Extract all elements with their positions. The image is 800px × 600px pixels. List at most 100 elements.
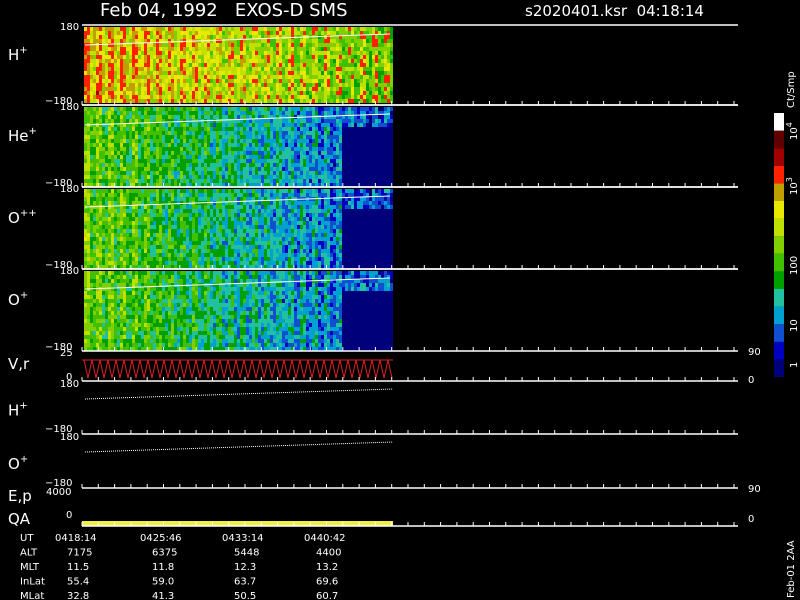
pixel <box>351 111 354 115</box>
pixel <box>210 95 213 99</box>
pixel <box>177 179 180 183</box>
pixel <box>99 233 102 237</box>
pixel <box>150 59 153 63</box>
pixel <box>258 55 261 59</box>
pixel <box>114 221 117 225</box>
pixel <box>201 193 204 197</box>
pixel <box>84 95 87 99</box>
pixel <box>156 119 159 123</box>
pixel <box>183 197 186 201</box>
pixel <box>249 119 252 123</box>
pixel <box>192 193 195 197</box>
pixel <box>378 135 381 139</box>
pixel <box>264 55 267 59</box>
pixel <box>267 51 270 55</box>
pixel <box>90 229 93 233</box>
pixel <box>204 75 207 79</box>
pixel <box>195 131 198 135</box>
pixel <box>255 39 258 43</box>
pixel <box>120 229 123 233</box>
pixel <box>108 253 111 257</box>
pixel <box>240 83 243 87</box>
pixel <box>93 237 96 241</box>
pixel <box>291 139 294 143</box>
pixel <box>126 171 129 175</box>
pixel <box>102 205 105 209</box>
pixel <box>210 35 213 39</box>
pixel <box>144 31 147 35</box>
pixel <box>138 163 141 167</box>
pixel <box>177 111 180 115</box>
pixel <box>87 111 90 115</box>
pixel <box>156 47 159 51</box>
pixel <box>210 51 213 55</box>
pixel <box>138 27 141 31</box>
pixel <box>336 67 339 71</box>
pixel <box>132 27 135 31</box>
pixel <box>174 229 177 233</box>
pixel <box>207 229 210 233</box>
pixel <box>153 225 156 229</box>
pixel <box>159 55 162 59</box>
pixel <box>177 39 180 43</box>
pixel <box>267 87 270 91</box>
pixel <box>372 75 375 79</box>
pixel <box>111 193 114 197</box>
pixel <box>321 139 324 143</box>
pixel <box>195 143 198 147</box>
pixel <box>339 39 342 43</box>
pixel <box>210 249 213 253</box>
pixel <box>264 159 267 163</box>
pixel <box>159 39 162 43</box>
pixel <box>198 221 201 225</box>
pixel <box>303 111 306 115</box>
pixel <box>315 151 318 155</box>
pixel <box>117 47 120 51</box>
pixel <box>168 143 171 147</box>
pixel <box>138 155 141 159</box>
pixel <box>213 51 216 55</box>
pixel <box>210 245 213 249</box>
pixel <box>255 87 258 91</box>
pixel <box>288 155 291 159</box>
pixel <box>189 221 192 225</box>
pixel <box>96 155 99 159</box>
pixel <box>204 47 207 51</box>
pixel <box>84 131 87 135</box>
pixel <box>309 131 312 135</box>
pixel <box>141 237 144 241</box>
pixel <box>276 167 279 171</box>
pixel <box>258 95 261 99</box>
pixel <box>282 147 285 151</box>
pixel <box>267 111 270 115</box>
pixel <box>297 111 300 115</box>
pixel <box>312 79 315 83</box>
pixel <box>123 229 126 233</box>
pixel <box>180 237 183 241</box>
pixel <box>348 51 351 55</box>
pixel <box>258 175 261 179</box>
pixel <box>174 67 177 71</box>
pixel <box>288 63 291 67</box>
pixel <box>105 27 108 31</box>
pixel <box>180 229 183 233</box>
pixel <box>144 67 147 71</box>
pixel <box>174 249 177 253</box>
pixel <box>369 159 372 163</box>
pixel <box>348 167 351 171</box>
pixel <box>99 87 102 91</box>
pixel <box>138 55 141 59</box>
pixel <box>258 91 261 95</box>
pixel <box>93 91 96 95</box>
pixel <box>141 155 144 159</box>
pixel <box>84 91 87 95</box>
pixel <box>342 151 345 155</box>
pixel <box>336 159 339 163</box>
pixel <box>183 171 186 175</box>
pixel <box>207 43 210 47</box>
pixel <box>186 107 189 111</box>
pixel <box>267 171 270 175</box>
pixel <box>222 83 225 87</box>
pixel <box>102 119 105 123</box>
